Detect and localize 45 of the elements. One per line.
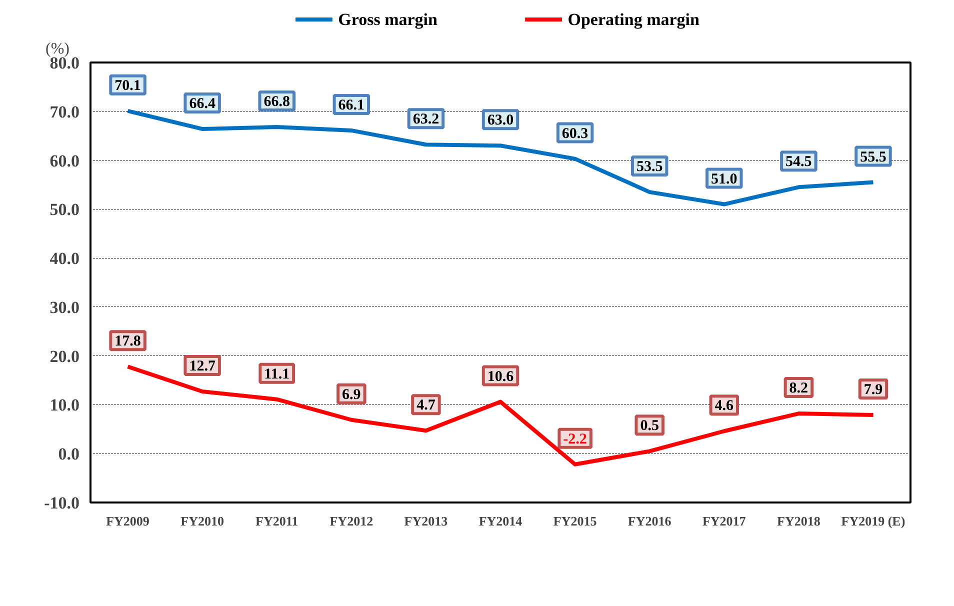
data-label: 66.4	[189, 96, 216, 112]
data-label: 11.1	[264, 366, 290, 382]
data-label: 17.8	[114, 334, 141, 350]
x-tick-label: FY2019 (E)	[841, 514, 906, 528]
data-label: 70.1	[114, 78, 141, 94]
x-tick-label: FY2014	[478, 514, 523, 528]
data-label: 66.1	[338, 97, 365, 114]
x-tick-label: FY2017	[702, 514, 746, 528]
x-tick-label: FY2010	[180, 514, 224, 528]
data-label: 8.2	[789, 380, 808, 397]
data-label: 60.3	[562, 126, 588, 142]
data-label: 51.0	[711, 171, 738, 188]
data-label: 6.9	[342, 386, 361, 403]
legend-label: Gross margin	[338, 10, 438, 29]
x-tick-label: FY2012	[330, 514, 374, 528]
x-tick-label: FY2011	[256, 514, 298, 528]
y-tick-label: 20.0	[50, 346, 80, 366]
data-label: -2.2	[563, 431, 587, 448]
y-axis-title: (%)	[46, 40, 70, 58]
y-tick-label: -10.0	[44, 494, 80, 512]
x-tick-label: FY2015	[553, 514, 598, 528]
y-tick-label: 40.0	[50, 249, 80, 268]
data-label: 66.8	[264, 94, 290, 110]
data-label: 54.5	[786, 154, 812, 170]
x-tick-label: FY2013	[404, 514, 448, 528]
y-tick-label: 50.0	[50, 200, 80, 220]
y-tick-label: 60.0	[50, 151, 80, 170]
x-tick-label: FY2009	[106, 514, 150, 528]
y-tick-label: 10.0	[50, 396, 80, 415]
legend-label: Operating margin	[568, 10, 700, 29]
data-label: 7.9	[864, 382, 883, 398]
y-tick-label: 30.0	[50, 298, 80, 317]
data-label: 53.5	[636, 159, 663, 176]
data-label: 4.6	[714, 398, 734, 414]
data-label: 55.5	[860, 149, 886, 166]
data-label: 10.6	[487, 368, 514, 385]
data-label: 0.5	[640, 418, 659, 434]
x-tick-label: FY2018	[777, 514, 821, 528]
y-tick-label: 70.0	[50, 102, 80, 122]
data-label: 63.2	[412, 112, 440, 128]
data-label: 12.7	[189, 358, 216, 375]
y-tick-label: 0.0	[58, 444, 80, 464]
data-label: 63.0	[487, 112, 514, 129]
x-tick-label: FY2016	[628, 514, 672, 528]
data-label: 4.7	[416, 398, 436, 414]
